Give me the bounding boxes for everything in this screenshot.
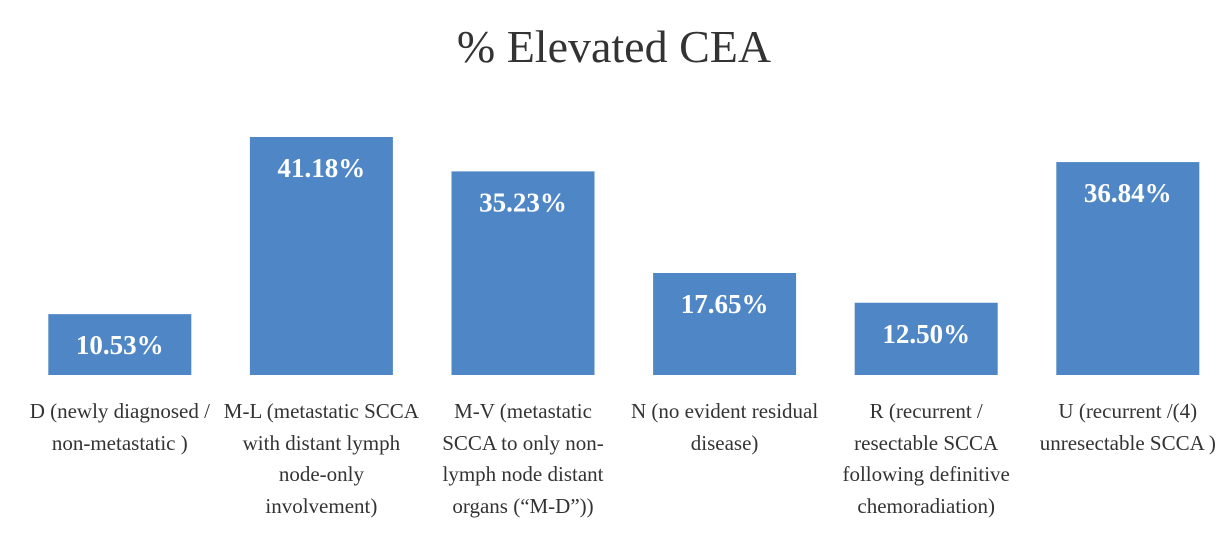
x-tick-label: D (newly diagnosed / non-metastatic )	[29, 399, 210, 455]
x-tick-label: M-V (metastatic SCCA to only non-lymph n…	[442, 399, 604, 518]
x-tick-label: R (recurrent / resectable SCCA following…	[842, 399, 1010, 518]
x-tick-label: U (recurrent /(4) unresectable SCCA )	[1039, 399, 1216, 455]
data-label: 41.18%	[278, 153, 366, 183]
data-label: 35.23%	[479, 187, 567, 217]
bar	[854, 302, 998, 375]
bar	[48, 314, 192, 375]
x-tick-label: N (no evident residual disease)	[630, 399, 819, 455]
bar	[249, 137, 393, 375]
data-label: 10.53%	[76, 330, 164, 360]
data-label: 36.84%	[1084, 178, 1172, 208]
bar	[653, 272, 797, 375]
chart-title: % Elevated CEA	[457, 21, 771, 72]
data-label: 17.65%	[681, 289, 769, 319]
bar	[451, 171, 595, 375]
x-tick-label: M-L (metastatic SCCA with distant lymph …	[223, 399, 419, 518]
data-label: 12.50%	[882, 319, 970, 349]
bar	[1056, 162, 1200, 375]
